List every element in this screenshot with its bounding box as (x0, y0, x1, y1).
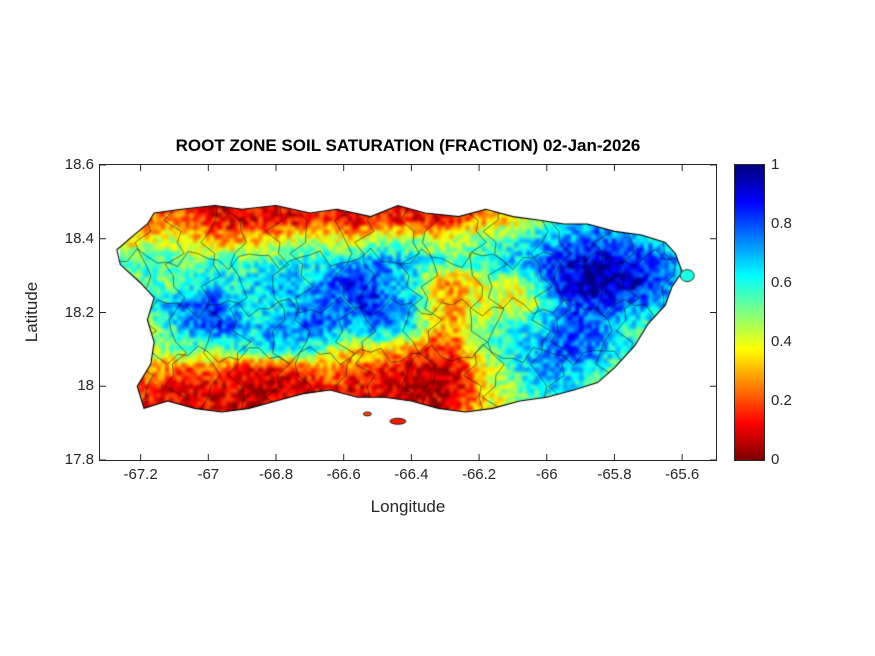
colorbar-tick-label: 0 (771, 451, 780, 468)
x-axis-label: Longitude (370, 497, 446, 516)
colorbar-tick-label: 0.4 (771, 333, 792, 350)
x-tick-label: -66.8 (258, 466, 294, 483)
x-tick-label: -67 (197, 466, 220, 483)
heatmap-canvas (100, 165, 716, 460)
y-tick-label: 18 (77, 377, 94, 395)
x-tick-label: -65.8 (597, 466, 632, 483)
x-tick-label: -66.6 (326, 466, 361, 483)
chart-title: ROOT ZONE SOIL SATURATION (FRACTION) 02-… (175, 136, 641, 155)
colorbar-tick-label: 0.2 (771, 392, 792, 409)
colorbar-tick-label: 0.8 (771, 215, 792, 232)
x-tick-label: -67.2 (123, 466, 158, 483)
y-tick-label: 18.2 (64, 303, 94, 321)
x-tick-label: -66 (535, 466, 558, 483)
colorbar-tick-label: 1 (771, 156, 780, 173)
x-tick-label: -66.4 (394, 466, 429, 483)
y-tick-label: 18.4 (64, 229, 94, 247)
x-tick-label: -66.2 (461, 466, 497, 483)
colorbar-tick-label: 0.6 (771, 274, 792, 291)
colorbar (735, 165, 764, 460)
y-tick-label: 17.8 (64, 451, 94, 468)
y-tick-label: 18.6 (64, 156, 94, 173)
x-tick-label: -65.6 (665, 466, 700, 483)
